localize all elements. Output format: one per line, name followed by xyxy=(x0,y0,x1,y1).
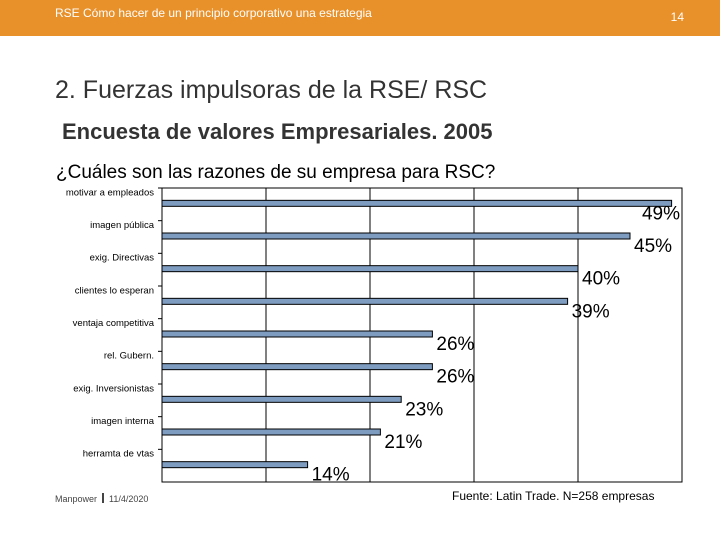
bar xyxy=(161,330,433,338)
data-label: 21% xyxy=(384,432,422,453)
data-label: 40% xyxy=(582,269,620,290)
bar xyxy=(161,363,433,371)
category-label: rel. Gubern. xyxy=(104,351,154,362)
bar xyxy=(161,395,402,403)
slide-title: 2. Fuerzas impulsoras de la RSE/ RSC xyxy=(55,76,488,104)
category-label: imagen pública xyxy=(90,220,155,231)
bar xyxy=(161,199,673,207)
bar xyxy=(161,232,631,240)
category-label: exig. Directivas xyxy=(90,253,155,264)
data-label: 49% xyxy=(642,203,680,224)
footer-brand-date: Manpower 11/4/2020 xyxy=(55,493,148,504)
data-label: 45% xyxy=(634,236,672,257)
bar xyxy=(161,461,309,469)
category-label: herramta de vtas xyxy=(83,449,155,460)
data-label: 23% xyxy=(405,399,443,420)
data-label: 26% xyxy=(436,334,474,355)
data-label: 14% xyxy=(312,465,350,486)
category-label: ventaja competitiva xyxy=(73,318,155,329)
footer-separator xyxy=(102,493,105,503)
bar xyxy=(161,428,381,436)
footer-date: 11/4/2020 xyxy=(109,494,149,504)
header-bar: RSE Cómo hacer de un principio corporati… xyxy=(0,0,720,36)
bar xyxy=(161,265,579,273)
category-label: imagen interna xyxy=(91,416,155,427)
footer-brand: Manpower xyxy=(55,494,98,504)
slide-subtitle: Encuesta de valores Empresariales. 2005 xyxy=(62,119,493,144)
category-label: exig. Inversionistas xyxy=(73,383,154,394)
category-label: clientes lo esperan xyxy=(75,285,154,296)
category-label: motivar a empleados xyxy=(66,187,154,198)
data-label: 26% xyxy=(436,367,474,388)
presentation-title: RSE Cómo hacer de un principio corporati… xyxy=(55,6,372,20)
page-number: 14 xyxy=(670,10,684,24)
source-note: Fuente: Latin Trade. N=258 empresas xyxy=(452,489,655,503)
chart-question: ¿Cuáles son las razones de su empresa pa… xyxy=(56,162,496,183)
bar xyxy=(161,297,569,305)
data-label: 39% xyxy=(572,301,610,322)
